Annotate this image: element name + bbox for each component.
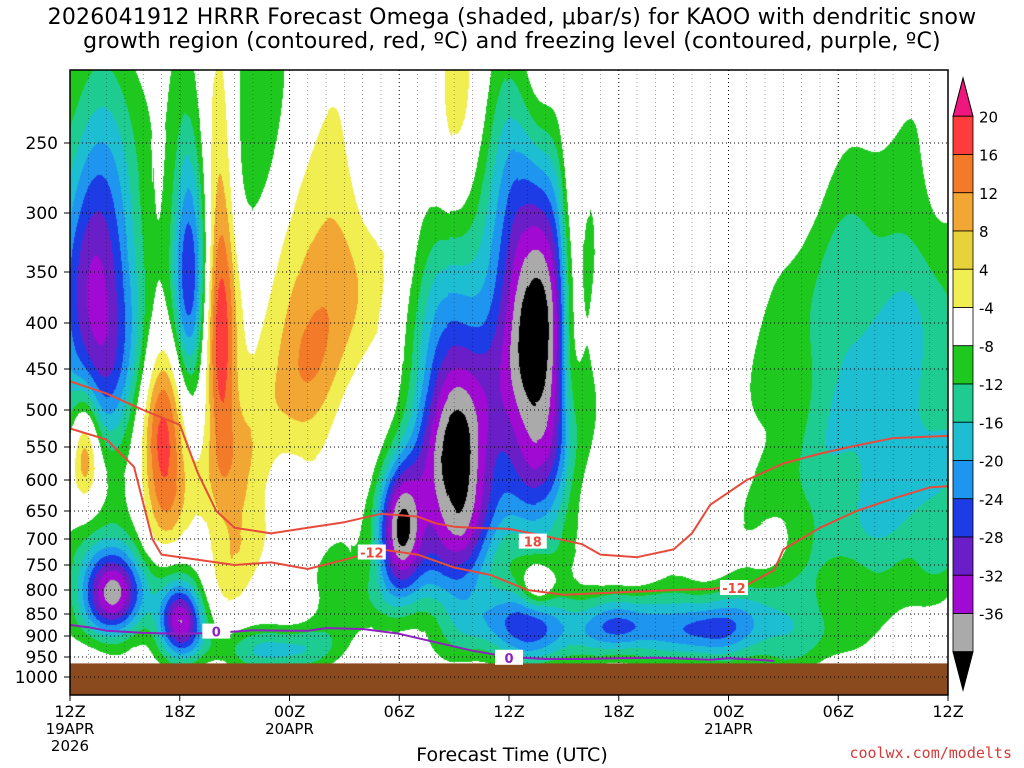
colorbar-label: -8 xyxy=(979,338,994,356)
x-tick-label: 12Z xyxy=(493,702,524,721)
colorbar-swatch xyxy=(952,613,974,653)
x-tick-sublabel: 20APR xyxy=(265,720,314,738)
colorbar-label: 4 xyxy=(979,261,989,279)
y-tick-label: 750 xyxy=(26,556,58,576)
colorbar-swatch xyxy=(952,574,974,614)
colorbar-swatch xyxy=(952,115,974,155)
contour-dgz-minus18 xyxy=(69,380,949,559)
colorbar-label: -20 xyxy=(979,453,1004,471)
x-tick-label: 18Z xyxy=(164,702,195,721)
colorbar-swatch xyxy=(952,307,974,347)
colorbar-label: -32 xyxy=(979,567,1004,585)
colorbar-label: -24 xyxy=(979,491,1004,509)
colorbar-swatch xyxy=(952,268,974,308)
y-tick-label: 350 xyxy=(26,263,58,283)
y-tick-label: 850 xyxy=(26,605,58,625)
chart-title-line1: 2026041912 HRRR Forecast Omega (shaded, … xyxy=(47,5,977,30)
colorbar-label: 12 xyxy=(979,185,998,203)
ground-below-surface xyxy=(70,663,948,695)
y-tick-label: 1000 xyxy=(15,668,58,688)
colorbar-swatch xyxy=(952,536,974,576)
contour-label-freezing-a-bg xyxy=(202,623,231,639)
x-tick-label: 12Z xyxy=(54,702,85,721)
colorbar-label: -28 xyxy=(979,529,1004,547)
y-tick-label: 400 xyxy=(26,314,58,334)
y-tick-label: 500 xyxy=(26,401,58,421)
colorbar-swatch-top xyxy=(952,76,974,117)
chart-title-line2: growth region (contoured, red, ºC) and f… xyxy=(83,29,941,54)
colorbar-label: 20 xyxy=(979,108,998,126)
x-tick-label: 06Z xyxy=(384,702,415,721)
colorbar: 20 16 12 8 4 -4 -8 -12 -16 -20 -24 -28 -32 -36 xyxy=(952,76,1004,692)
y-tick-label: 300 xyxy=(26,204,58,224)
chart-title: 2026041912 HRRR Forecast Omega (shaded, … xyxy=(0,6,1024,54)
y-tick-label: 250 xyxy=(26,134,58,154)
y-tick-label: 900 xyxy=(26,627,58,647)
y-tick-label: 600 xyxy=(26,471,58,491)
colorbar-label: -16 xyxy=(979,414,1004,432)
colorbar-swatch xyxy=(952,230,974,270)
contour-label-minus12-a-bg xyxy=(357,544,386,560)
colorbar-label: 8 xyxy=(979,223,989,241)
colorbar-label: -36 xyxy=(979,606,1004,624)
colorbar-swatch xyxy=(952,383,974,423)
site-credit[interactable]: coolwx.com/modelts xyxy=(849,744,1012,762)
colorbar-label: -12 xyxy=(979,376,1004,394)
colorbar-swatch xyxy=(952,154,974,194)
contour-dgz-minus12 xyxy=(69,427,949,596)
colorbar-swatch xyxy=(952,192,974,232)
colorbar-swatch xyxy=(952,421,974,461)
contour-label-freezing-b: 0 xyxy=(504,652,513,667)
contour-freezing-level xyxy=(69,624,775,662)
contour-label-minus18: 18 xyxy=(524,536,542,551)
contour-label-minus18-bg xyxy=(518,533,547,549)
y-tick-label: 450 xyxy=(26,360,58,380)
contour-label-minus12-b: -12 xyxy=(722,582,746,597)
x-tick-sublabel: 19APR xyxy=(46,720,95,738)
x-tick-sublabel: 2026 xyxy=(51,737,89,755)
colorbar-swatch-bottom xyxy=(952,651,974,692)
colorbar-swatch xyxy=(952,345,974,385)
y-tick-label: 700 xyxy=(26,530,58,550)
y-tick-label: 550 xyxy=(26,438,58,458)
colorbar-label: 16 xyxy=(979,147,998,165)
x-tick-label: 12Z xyxy=(932,702,963,721)
x-tick-label: 06Z xyxy=(823,702,854,721)
x-tick-label: 18Z xyxy=(603,702,634,721)
colorbar-label: -4 xyxy=(979,300,994,318)
x-tick-label: 00Z xyxy=(274,702,305,721)
x-axis-title: Forecast Time (UTC) xyxy=(416,744,608,766)
y-tick-label: 950 xyxy=(26,648,58,668)
contour-label-minus12-b-bg xyxy=(719,580,748,595)
contour-label-freezing-a: 0 xyxy=(212,626,221,641)
y-tick-label: 800 xyxy=(26,581,58,601)
contour-label-freezing-b-bg xyxy=(495,649,523,665)
grid xyxy=(69,70,949,678)
y-tick-label: 650 xyxy=(26,502,58,522)
contour-label-minus12-a: -12 xyxy=(360,547,384,562)
x-tick-label: 00Z xyxy=(713,702,744,721)
x-tick-sublabel: 21APR xyxy=(704,720,753,738)
colorbar-swatch xyxy=(952,460,974,500)
colorbar-swatch xyxy=(952,498,974,538)
